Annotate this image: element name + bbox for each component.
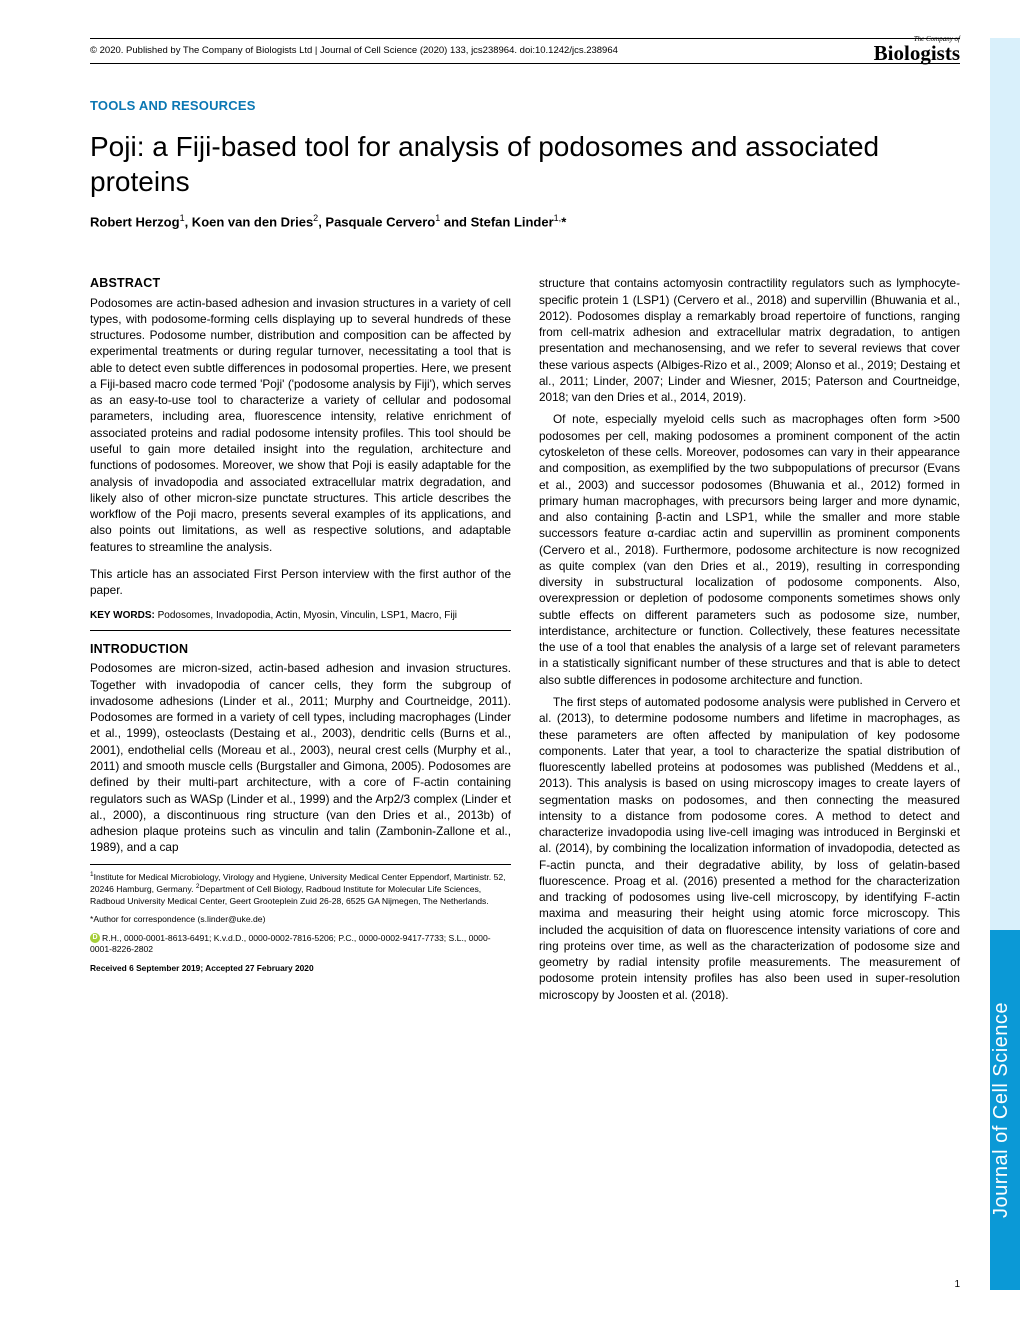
abstract-heading: ABSTRACT xyxy=(90,275,511,292)
abstract-text: Podosomes are actin-based adhesion and i… xyxy=(90,295,511,555)
intro-paragraph-1: Podosomes are micron-sized, actin-based … xyxy=(90,660,511,855)
publisher-logo: The Company of Biologists xyxy=(874,36,960,65)
keywords-label: KEY WORDS: xyxy=(90,610,155,621)
col2-paragraph-2: Of note, especially myeloid cells such a… xyxy=(539,411,960,688)
keywords-rule xyxy=(90,630,511,631)
affiliations-text: 1Institute for Medical Microbiology, Vir… xyxy=(90,871,511,908)
affiliations-block: 1Institute for Medical Microbiology, Vir… xyxy=(90,864,511,975)
article-title: Poji: a Fiji-based tool for analysis of … xyxy=(90,129,960,199)
introduction-heading: INTRODUCTION xyxy=(90,641,511,658)
top-rule xyxy=(90,38,960,39)
right-column: structure that contains actomyosin contr… xyxy=(539,275,960,1003)
correspondence-text: *Author for correspondence (s.linder@uke… xyxy=(90,914,511,926)
orcid-icon: D xyxy=(90,933,100,943)
authors-line: Robert Herzog1, Koen van den Dries2, Pas… xyxy=(90,213,960,229)
left-column: ABSTRACT Podosomes are actin-based adhes… xyxy=(90,275,511,1003)
page-number: 1 xyxy=(954,1279,960,1290)
two-column-layout: ABSTRACT Podosomes are actin-based adhes… xyxy=(90,275,960,1003)
orcid-ids: R.H., 0000-0001-8613-6491; K.v.d.D., 000… xyxy=(90,933,491,955)
section-label: TOOLS AND RESOURCES xyxy=(90,98,960,113)
col2-paragraph-3: The first steps of automated podosome an… xyxy=(539,694,960,1003)
page-container: © 2020. Published by The Company of Biol… xyxy=(0,0,1020,1033)
keywords-line: KEY WORDS: Podosomes, Invadopodia, Actin… xyxy=(90,609,511,623)
logo-big-text: Biologists xyxy=(874,41,960,65)
first-person-note: This article has an associated First Per… xyxy=(90,566,511,599)
keywords-text: Podosomes, Invadopodia, Actin, Myosin, V… xyxy=(158,610,457,621)
col2-paragraph-1: structure that contains actomyosin contr… xyxy=(539,275,960,405)
orcid-line: DR.H., 0000-0001-8613-6491; K.v.d.D., 00… xyxy=(90,933,511,956)
received-accepted: Received 6 September 2019; Accepted 27 F… xyxy=(90,963,511,974)
meta-line: © 2020. Published by The Company of Biol… xyxy=(90,42,960,64)
